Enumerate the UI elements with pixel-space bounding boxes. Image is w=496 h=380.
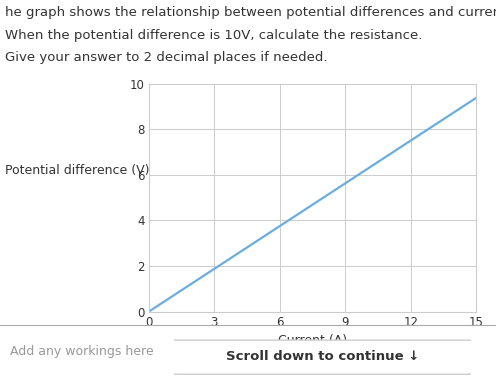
X-axis label: Current (A): Current (A) [278,334,347,347]
Text: Add any workings here: Add any workings here [10,345,154,358]
Text: Give your answer to 2 decimal places if needed.: Give your answer to 2 decimal places if … [5,51,327,64]
Text: Potential difference (V): Potential difference (V) [5,165,149,177]
Text: Scroll down to continue ↓: Scroll down to continue ↓ [226,350,419,363]
Text: When the potential difference is 10V, calculate the resistance.: When the potential difference is 10V, ca… [5,28,422,41]
Text: he graph shows the relationship between potential differences and current.: he graph shows the relationship between … [5,6,496,19]
FancyBboxPatch shape [165,340,477,374]
